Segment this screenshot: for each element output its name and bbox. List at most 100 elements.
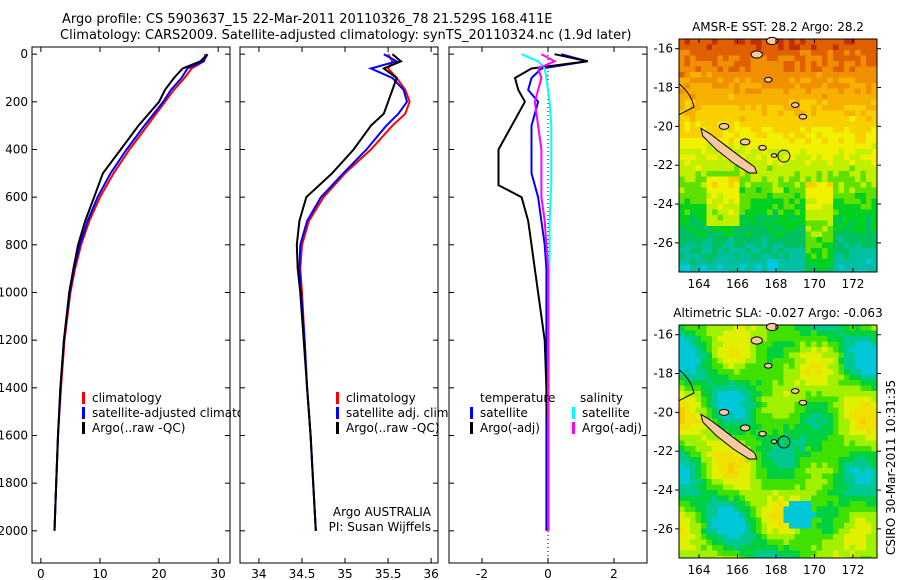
map-cell [816,94,823,100]
map-cell [739,248,746,254]
map-cell [778,534,784,540]
map-cell [811,105,817,111]
map-cell [717,446,724,452]
map-cell [860,264,867,271]
map-cell [695,402,702,408]
map-cell [745,435,751,441]
x-tick-label: 34.5 [289,567,316,580]
map-cell [690,457,696,463]
map-cell [849,209,856,216]
map-cell [811,424,817,430]
map-cell [772,407,779,414]
map-cell [822,528,828,535]
legend-label: climatology [346,391,416,405]
map-cell [816,264,823,271]
map-cell [706,435,713,441]
map-cell [789,380,795,386]
map-cell [745,209,751,216]
map-cell [772,248,779,254]
map-cell [695,55,702,62]
map-cell [855,171,861,177]
map-cell [701,336,707,342]
map-cell [756,187,762,194]
map-cell [833,248,839,254]
map-cell [805,66,812,73]
map-cell [816,363,823,370]
map-cell [750,193,757,199]
map-cell [811,270,817,273]
map-cell [690,523,696,529]
axes-frame [31,46,231,564]
map-cell [728,506,735,513]
map-title: AMSR-E SST: 28.2 Argo: 28.2 [692,20,864,34]
map-cell [805,347,812,353]
map-cell [734,88,740,95]
map-cell [783,220,790,227]
map-cell [827,187,834,194]
map-cell [844,550,850,557]
map-cell [827,473,834,480]
map-cell [739,391,746,397]
map-cell [833,226,839,232]
map-cell [772,495,779,502]
map-cell [838,237,845,243]
map-cell [772,396,779,403]
map-cell [750,149,757,155]
map-cell [712,132,718,139]
map-cell [734,61,740,67]
map-cell [734,385,740,392]
map-cell [849,352,856,359]
map-cell [745,237,751,243]
map-cell [866,77,872,84]
map-cell [794,94,801,100]
map-cell [822,165,828,172]
map-cell [783,484,790,491]
map-cell [822,550,828,557]
map-cell [761,512,768,518]
map-cell [866,495,872,502]
map-cell [789,154,795,161]
map-cell [794,259,801,265]
map-cell [767,391,773,397]
map-cell [783,473,790,480]
map-cell [833,242,839,249]
map-cell [866,66,872,73]
map-cell [800,380,806,386]
map-cell [745,457,751,463]
map-cell [866,347,872,353]
map-cell [827,413,834,419]
map-cell [794,231,801,238]
map-cell [789,132,795,139]
map-cell [717,226,724,232]
map-cell [789,413,795,419]
map-cell [690,347,696,353]
map-cell [860,369,867,375]
map-cell [789,77,795,84]
map-cell [728,165,735,172]
series-line-argo-raw-qc- [53,53,209,531]
map-cell [783,330,790,337]
map-cell [866,479,872,485]
map-cell [772,385,779,392]
map-cell [750,528,757,535]
map-cell [860,248,867,254]
map-cell [690,429,696,436]
map-cell [849,66,856,73]
map-cell [822,517,828,524]
map-cell [761,457,768,463]
map-cell [778,506,784,513]
map-cell [734,121,740,128]
map-cell [789,534,795,540]
map-cell [739,237,746,243]
map-cell [811,187,817,194]
map-cell [701,149,707,155]
map-cell [866,248,872,254]
map-cell [690,539,696,546]
map-cell [783,369,790,375]
map-cell [778,66,784,73]
map-cell [723,259,729,265]
map-cell [750,512,757,518]
map-cell [695,209,702,216]
map-cell [838,253,845,260]
map-cell [761,105,768,111]
